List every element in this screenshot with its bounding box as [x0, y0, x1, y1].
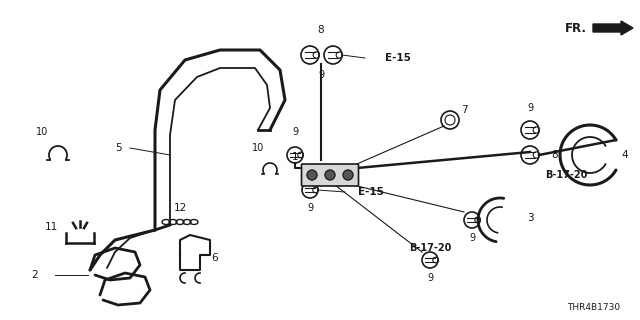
Text: 9: 9 [469, 233, 475, 243]
Circle shape [343, 170, 353, 180]
Text: E-15: E-15 [358, 187, 384, 197]
Text: 10: 10 [252, 143, 264, 153]
Text: 7: 7 [461, 105, 467, 115]
Text: E-15: E-15 [385, 53, 411, 63]
Text: 9: 9 [292, 127, 298, 137]
Circle shape [325, 170, 335, 180]
Text: 5: 5 [115, 143, 122, 153]
Text: 4: 4 [621, 150, 628, 160]
Text: 9: 9 [527, 103, 533, 113]
Text: 2: 2 [32, 270, 38, 280]
Text: 12: 12 [173, 203, 187, 213]
Text: 8: 8 [552, 150, 558, 160]
Text: B-17-20: B-17-20 [545, 170, 588, 180]
Text: 8: 8 [317, 25, 324, 35]
Text: B-17-20: B-17-20 [409, 243, 451, 253]
Text: 6: 6 [212, 253, 218, 263]
Text: 9: 9 [427, 273, 433, 283]
Text: 11: 11 [45, 222, 58, 232]
Text: 10: 10 [36, 127, 48, 137]
Text: FR.: FR. [565, 21, 587, 35]
Text: 9: 9 [318, 70, 324, 80]
FancyBboxPatch shape [301, 164, 358, 186]
Circle shape [307, 170, 317, 180]
Text: 1: 1 [292, 152, 298, 162]
Text: 9: 9 [307, 203, 313, 213]
Text: 3: 3 [527, 213, 533, 223]
Text: THR4B1730: THR4B1730 [567, 303, 620, 312]
FancyArrow shape [593, 21, 633, 35]
